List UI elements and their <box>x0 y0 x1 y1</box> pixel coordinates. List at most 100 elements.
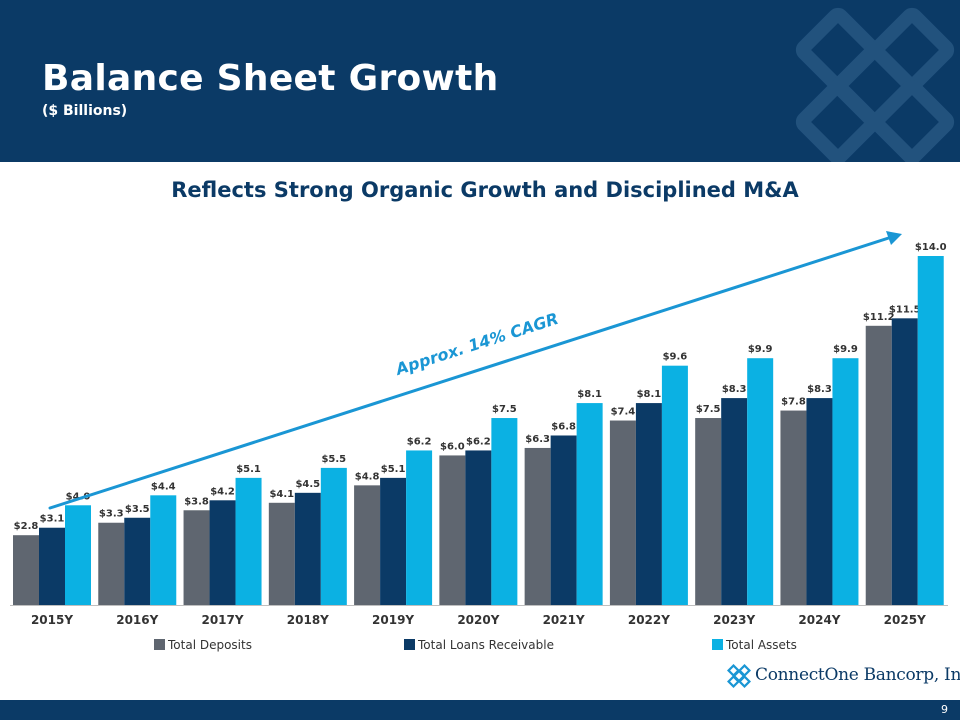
data-label-2017y-series-0: $3.8 <box>184 496 209 507</box>
bar-2022y-series-2 <box>661 365 688 605</box>
data-label-2016y-series-0: $3.3 <box>99 509 124 520</box>
data-label-2025y-series-1: $11.5 <box>889 304 921 315</box>
data-label-2020y-series-0: $6.0 <box>440 441 465 452</box>
legend-label-loans: Total Loans Receivable <box>418 638 554 652</box>
page-number: 9 <box>941 703 948 716</box>
bar-2025y-series-0 <box>865 325 892 605</box>
bar-2016y-series-2 <box>150 495 177 605</box>
bar-2020y-series-1 <box>465 450 492 605</box>
legend-swatch-assets <box>712 639 723 650</box>
bar-2017y-series-0 <box>183 510 210 605</box>
bar-2018y-series-0 <box>268 502 295 605</box>
x-tick-label-2024y: 2024Y <box>798 613 840 627</box>
data-label-2025y-series-0: $11.2 <box>863 312 895 323</box>
data-label-2021y-series-1: $6.8 <box>551 421 576 432</box>
x-tick-label-2025y: 2025Y <box>884 613 926 627</box>
x-tick-label-2017y: 2017Y <box>201 613 243 627</box>
bar-2025y-series-2 <box>917 256 944 605</box>
bar-2020y-series-2 <box>491 418 518 605</box>
bar-2015y-series-2 <box>65 505 91 605</box>
bar-2024y-series-2 <box>832 358 859 605</box>
bar-2021y-series-1 <box>550 435 577 605</box>
data-label-2024y-series-2: $9.9 <box>833 344 858 355</box>
legend-item-deposits: Total Deposits <box>154 638 252 652</box>
cagr-trend-arrow <box>48 234 897 510</box>
bar-2020y-series-0 <box>439 455 466 605</box>
bar-2015y-series-0 <box>13 535 39 605</box>
bar-2024y-series-1 <box>806 398 833 605</box>
bar-2023y-series-0 <box>695 418 722 605</box>
bar-2022y-series-0 <box>609 420 636 605</box>
company-logo: ConnectOne Bancorp, Inc. <box>727 660 960 690</box>
data-label-2024y-series-1: $8.3 <box>807 384 832 395</box>
data-label-2025y-series-2: $14.0 <box>915 242 947 253</box>
data-label-2023y-series-1: $8.3 <box>722 384 747 395</box>
bar-2019y-series-2 <box>406 450 433 605</box>
data-label-2018y-series-2: $5.5 <box>321 454 346 465</box>
bar-2022y-series-1 <box>635 403 662 605</box>
x-tick-label-2020y: 2020Y <box>457 613 499 627</box>
legend-swatch-deposits <box>154 639 165 650</box>
bar-2017y-series-1 <box>209 500 236 605</box>
bar-2018y-series-1 <box>294 492 321 605</box>
data-label-2019y-series-1: $5.1 <box>381 464 406 475</box>
data-label-2022y-series-2: $9.6 <box>663 352 688 363</box>
bar-2021y-series-2 <box>576 403 603 605</box>
logo-wordmark: ConnectOne Bancorp, Inc. <box>755 665 960 685</box>
bar-2023y-series-2 <box>747 358 774 605</box>
data-label-2021y-series-0: $6.3 <box>525 434 550 445</box>
data-label-2017y-series-2: $5.1 <box>236 464 261 475</box>
bar-2018y-series-2 <box>320 467 347 605</box>
data-label-2016y-series-2: $4.4 <box>151 481 176 492</box>
decorative-diamond-pattern <box>795 7 955 162</box>
chart-title: Reflects Strong Organic Growth and Disci… <box>171 178 799 202</box>
footer-bar: 9 <box>0 700 960 720</box>
cagr-annotation: Approx. 14% CAGR <box>392 309 561 380</box>
bar-2021y-series-0 <box>524 447 551 605</box>
x-tick-label-2019y: 2019Y <box>372 613 414 627</box>
page-subtitle: ($ Billions) <box>42 103 128 119</box>
legend-label-assets: Total Assets <box>726 638 797 652</box>
data-label-2018y-series-0: $4.1 <box>269 489 294 500</box>
bar-2015y-series-1 <box>39 527 65 605</box>
header-banner: Balance Sheet Growth ($ Billions) <box>0 0 960 162</box>
bar-2019y-series-1 <box>380 477 407 605</box>
legend-item-loans: Total Loans Receivable <box>404 638 554 652</box>
x-tick-label-2016y: 2016Y <box>116 613 158 627</box>
data-label-2023y-series-0: $7.5 <box>696 404 721 415</box>
data-label-2022y-series-0: $7.4 <box>611 407 636 418</box>
legend-swatch-loans <box>404 639 415 650</box>
bar-2017y-series-2 <box>235 477 262 605</box>
bar-2016y-series-0 <box>98 522 125 605</box>
data-label-2017y-series-1: $4.2 <box>210 486 235 497</box>
x-tick-label-2018y: 2018Y <box>287 613 329 627</box>
bar-2023y-series-1 <box>721 398 748 605</box>
data-label-2015y-series-0: $2.8 <box>14 521 39 532</box>
data-label-2022y-series-1: $8.1 <box>637 389 662 400</box>
bar-2016y-series-1 <box>124 517 151 605</box>
data-label-2020y-series-2: $7.5 <box>492 404 517 415</box>
legend-label-deposits: Total Deposits <box>168 638 252 652</box>
data-label-2015y-series-1: $3.1 <box>40 514 65 525</box>
data-label-2016y-series-1: $3.5 <box>125 504 150 515</box>
x-tick-label-2022y: 2022Y <box>628 613 670 627</box>
page-title: Balance Sheet Growth <box>42 58 499 99</box>
data-label-2019y-series-2: $6.2 <box>407 436 432 447</box>
data-label-2015y-series-2: $4.0 <box>66 491 91 502</box>
cagr-arrow-head <box>886 231 902 245</box>
x-tick-label-2023y: 2023Y <box>713 613 755 627</box>
data-label-2024y-series-0: $7.8 <box>781 397 806 408</box>
bar-2019y-series-0 <box>354 485 381 605</box>
data-label-2018y-series-1: $4.5 <box>295 479 320 490</box>
bar-2025y-series-1 <box>891 318 918 605</box>
data-label-2021y-series-2: $8.1 <box>577 389 602 400</box>
x-tick-label-2021y: 2021Y <box>543 613 585 627</box>
chart-legend: Total Deposits Total Loans Receivable To… <box>0 638 960 656</box>
x-tick-label-2015y: 2015Y <box>31 613 73 627</box>
legend-item-assets: Total Assets <box>712 638 797 652</box>
bar-2024y-series-0 <box>780 410 807 605</box>
data-label-2020y-series-1: $6.2 <box>466 436 491 447</box>
data-label-2023y-series-2: $9.9 <box>748 344 773 355</box>
logo-diamond-icon <box>727 664 751 688</box>
